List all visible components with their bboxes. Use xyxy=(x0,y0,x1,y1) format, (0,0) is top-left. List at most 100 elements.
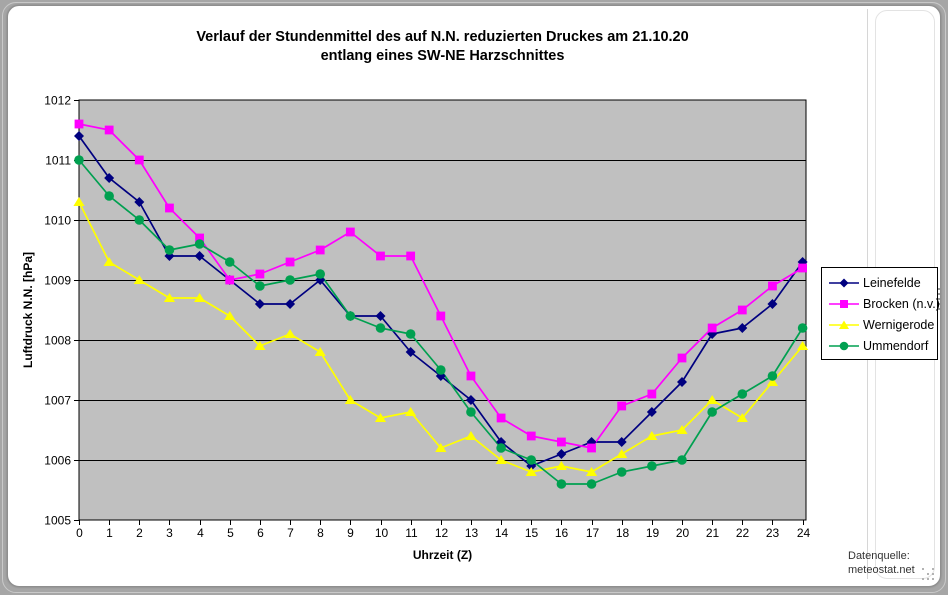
series-brocken-n-v--marker xyxy=(677,353,687,363)
series-wernigerode-marker xyxy=(133,275,145,284)
series-brocken-n-v--marker xyxy=(255,269,265,279)
series-leinefelde-marker xyxy=(194,251,205,261)
series-brocken-n-v--marker xyxy=(376,251,385,261)
series-wernigerode-marker xyxy=(585,467,598,476)
series-ummendorf-marker xyxy=(255,281,265,291)
series-wernigerode-marker xyxy=(465,431,477,440)
x-tick-label: 1 xyxy=(106,526,113,540)
legend-item: Brocken (n.v.) xyxy=(828,295,940,313)
series-ummendorf-marker xyxy=(375,323,386,333)
series-brocken-n-v--marker xyxy=(104,125,114,135)
series-leinefelde-marker xyxy=(285,299,296,309)
x-tick-label: 5 xyxy=(227,526,234,540)
series-leinefelde-marker xyxy=(104,173,115,183)
series-wernigerode-marker xyxy=(525,467,537,476)
x-tick-label: 3 xyxy=(166,526,173,540)
series-brocken-n-v--marker xyxy=(617,401,627,411)
series-wernigerode-marker xyxy=(616,449,628,458)
x-tick-label: 23 xyxy=(766,526,780,540)
legend-item: Wernigerode xyxy=(828,316,934,334)
series-leinefelde-marker xyxy=(465,395,476,405)
y-tick-label: 1010 xyxy=(44,214,71,228)
series-wernigerode-marker xyxy=(284,329,296,338)
series-brocken-n-v--marker xyxy=(436,311,446,321)
x-tick-label: 16 xyxy=(555,526,569,540)
x-tick-label: 9 xyxy=(347,526,354,540)
series-ummendorf-marker xyxy=(74,155,84,165)
series-wernigerode-marker xyxy=(435,443,447,452)
series-brocken-n-v--marker xyxy=(345,227,355,237)
x-tick-label: 15 xyxy=(525,526,539,540)
series-wernigerode-marker xyxy=(103,257,115,266)
series-ummendorf-marker xyxy=(345,311,356,321)
series-leinefelde-marker xyxy=(677,377,687,387)
series-wernigerode-marker xyxy=(405,407,417,416)
series-brocken-n-v--marker xyxy=(768,281,777,291)
legend-box: Leinefelde Brocken (n.v.) Wernigerode Ummen… xyxy=(821,267,940,360)
series-ummendorf-marker xyxy=(285,275,295,285)
series-leinefelde-marker xyxy=(737,323,748,333)
series-ummendorf-marker xyxy=(134,215,145,225)
x-tick-label: 2 xyxy=(136,526,143,540)
legend-label: Leinefelde xyxy=(863,276,921,290)
y-tick-label: 1009 xyxy=(44,274,71,288)
series-wernigerode-marker xyxy=(73,197,85,206)
data-source-line1: Datenquelle: xyxy=(848,550,910,562)
series-ummendorf-marker xyxy=(466,407,476,417)
x-tick-label: 14 xyxy=(495,526,509,540)
y-tick-label: 1008 xyxy=(44,334,71,348)
series-ummendorf-marker xyxy=(436,365,446,375)
x-tick-label: 22 xyxy=(736,526,750,540)
series-wernigerode-marker xyxy=(314,347,326,356)
series-ummendorf-marker xyxy=(526,455,537,465)
y-tick-label: 1006 xyxy=(44,454,71,468)
series-brocken-n-v--marker xyxy=(707,323,717,333)
series-leinefelde-marker xyxy=(767,299,778,309)
series-brocken-n-v--marker xyxy=(165,203,174,213)
series-ummendorf-marker xyxy=(405,329,416,339)
series-wernigerode-marker xyxy=(736,413,748,422)
y-tick-label: 1007 xyxy=(44,394,71,408)
series-ummendorf-marker xyxy=(315,269,326,279)
data-source-note: Datenquelle: meteostat.net xyxy=(848,549,915,577)
series-brocken-n-v--marker xyxy=(496,413,506,423)
series-brocken-n-v--marker xyxy=(225,275,235,285)
series-wernigerode-marker xyxy=(194,293,206,302)
series-wernigerode-marker xyxy=(374,413,387,422)
series-leinefelde-marker xyxy=(254,299,265,309)
series-ummendorf-marker xyxy=(677,455,687,465)
series-brocken-n-v--marker xyxy=(466,371,476,381)
pane-resize-handle-icon[interactable] xyxy=(938,288,940,290)
series-leinefelde-marker xyxy=(646,407,657,417)
window-resize-grip-icon[interactable] xyxy=(922,568,924,570)
x-axis-title: Uhrzeit (Z) xyxy=(412,548,473,562)
series-brocken-n-v--marker xyxy=(647,389,657,399)
legend-item: Ummendorf xyxy=(828,337,933,355)
series-ummendorf-marker xyxy=(194,239,205,249)
y-axis-title: Luftdruck N.N. [hPa] xyxy=(21,252,35,368)
series-ummendorf-marker xyxy=(164,245,175,255)
series-leinefelde-marker xyxy=(405,347,416,357)
series-wernigerode-marker xyxy=(163,293,176,302)
legend-symbol-circle-icon xyxy=(829,341,859,351)
series-brocken-n-v--marker xyxy=(798,263,807,273)
x-tick-label: 6 xyxy=(257,526,264,540)
series-brocken-n-v--marker xyxy=(315,245,325,255)
x-tick-label: 13 xyxy=(465,526,479,540)
series-wernigerode-marker xyxy=(555,461,567,470)
legend-symbol-square-icon xyxy=(829,300,859,308)
chart-title: Verlauf der Stundenmittel des auf N.N. r… xyxy=(79,28,806,66)
legend-symbol-diamond-icon xyxy=(829,278,859,288)
chart-title-line2: entlang eines SW-NE Harzschnittes xyxy=(320,48,565,64)
series-wernigerode-marker xyxy=(766,377,779,386)
series-wernigerode-marker xyxy=(706,395,718,404)
series-brocken-n-v--marker xyxy=(74,119,84,129)
series-wernigerode-marker xyxy=(676,425,688,434)
y-tick-label: 1012 xyxy=(44,94,71,108)
series-wernigerode-marker xyxy=(254,341,266,350)
series-wernigerode-marker xyxy=(495,455,507,464)
x-tick-label: 24 xyxy=(797,526,811,540)
